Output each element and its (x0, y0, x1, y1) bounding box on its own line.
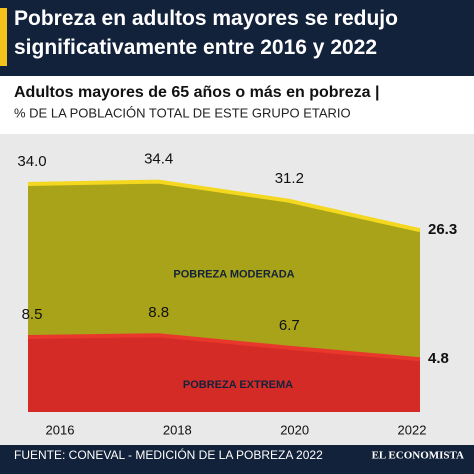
header-bg (0, 0, 474, 76)
value-label: 34.4 (144, 151, 173, 168)
subtitle: Adultos mayores de 65 años o más en pobr… (14, 84, 379, 101)
plot: 34.0 34.4 31.2 26.3 8.5 8.8 6.7 4.8 POBREZA MODE… (17, 151, 457, 438)
y-label: % DE LA POBLACIÓN TOTAL DE ESTE GRUPO ET… (14, 105, 351, 120)
x-tick-label: 2018 (163, 422, 192, 437)
value-label: 26.3 (428, 221, 457, 238)
value-label: 6.7 (279, 317, 300, 334)
brand: EL ECONOMISTA (372, 450, 464, 462)
line (27, 333, 421, 362)
value-label: 31.2 (275, 170, 304, 187)
value-label: 4.8 (428, 350, 449, 367)
x-tick-label: 2022 (398, 422, 427, 437)
footer-bg (0, 445, 474, 474)
x-tick-label: 2016 (46, 422, 75, 437)
x-tick-label: 2020 (280, 422, 309, 437)
subtitle-bg (0, 76, 474, 134)
area (28, 335, 420, 412)
chart-title: Pobreza en adultos mayores se redujo sig… (14, 7, 398, 59)
accent-bar (0, 8, 7, 66)
value-label: 34.0 (17, 153, 46, 170)
value-label: 8.5 (22, 306, 43, 323)
source: FUENTE: CONEVAL - MEDICIÓN DE LA POBREZA… (14, 447, 323, 462)
title-box: Pobreza en adultos mayores se redujo sig… (14, 7, 398, 59)
value-label: 8.8 (148, 304, 169, 321)
area-label: POBREZA MODERADA (173, 268, 294, 280)
line (27, 179, 421, 233)
area-label: POBREZA EXTREMA (183, 379, 293, 391)
